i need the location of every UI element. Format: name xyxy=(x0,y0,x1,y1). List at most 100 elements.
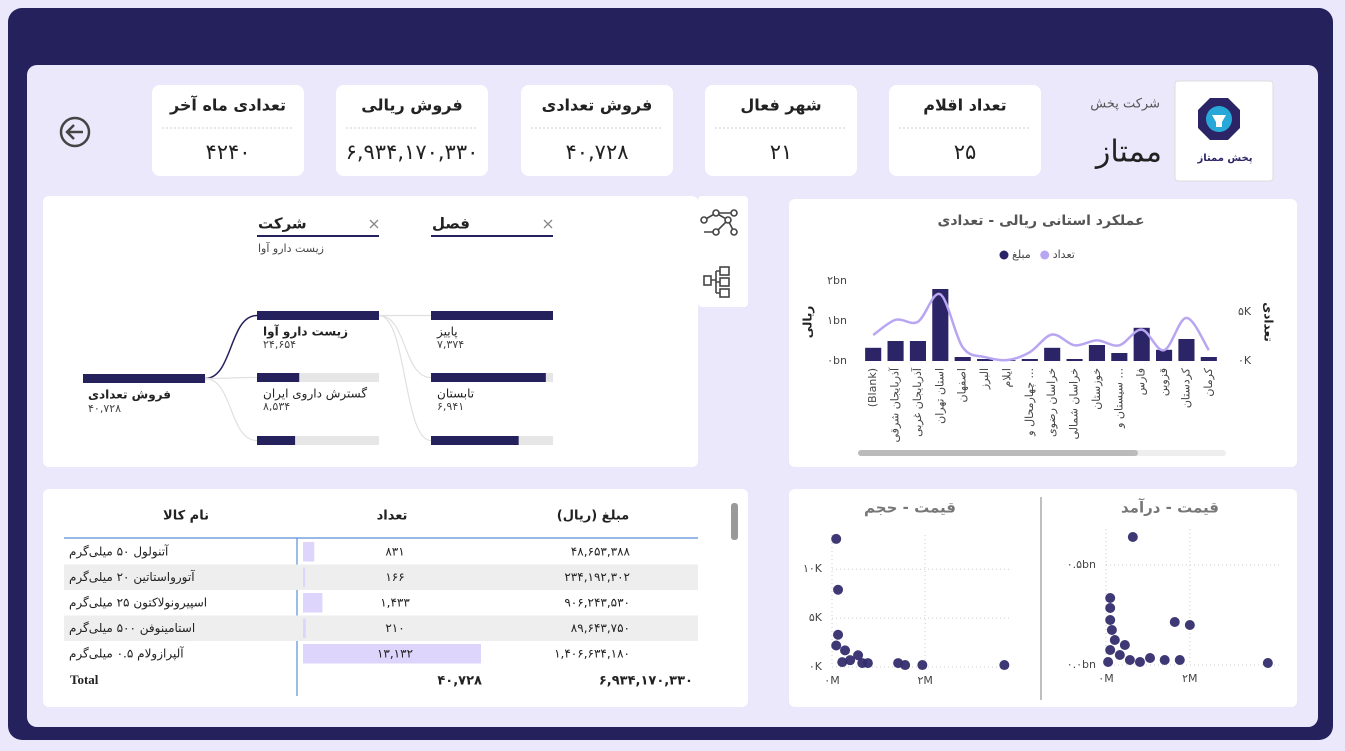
tool-lines[interactable] xyxy=(711,270,720,294)
table-total-amount: ۶,۹۳۴,۱۷۰,۳۳۰ xyxy=(599,674,693,689)
scatter-point xyxy=(833,584,844,595)
x-tick-label: کردستان xyxy=(1179,367,1192,408)
tree-bar-track xyxy=(257,436,379,445)
kpi-card xyxy=(152,85,304,176)
kpi-title: شهر فعال xyxy=(740,96,821,115)
y2-axis-title: تعدادی xyxy=(1262,302,1276,341)
bar xyxy=(1133,327,1150,361)
chart-title: عملکرد استانی ریالی - تعدادی xyxy=(937,213,1144,229)
tree-level-title: فصل xyxy=(432,215,470,233)
y-tick-label: ۲bn xyxy=(827,274,847,287)
data-bar xyxy=(303,567,306,587)
bar xyxy=(1156,349,1173,361)
table-header: نام کالا xyxy=(163,509,209,524)
line xyxy=(872,292,1210,362)
table-cell-amount: ۴۸,۶۵۳,۳۸۸ xyxy=(571,544,631,558)
chart-title: قیمت - درآمد xyxy=(1121,499,1219,517)
back-circle[interactable] xyxy=(59,116,91,148)
tree-level-filter: زیست دارو آوا xyxy=(258,241,324,255)
table-row-bg xyxy=(64,564,698,590)
scatter-point xyxy=(845,655,856,666)
y-tick-label: ۱bn xyxy=(827,314,847,327)
tool-node[interactable] xyxy=(712,228,720,236)
x-tick-label: (Blank) xyxy=(866,368,879,407)
x-tick-label: ۲M xyxy=(917,674,932,687)
scatter-point xyxy=(831,640,842,651)
tree-value: ۲۴,۶۵۴ xyxy=(263,338,296,351)
tree-bar xyxy=(431,373,546,382)
kpi-value: ۲۵ xyxy=(954,140,977,164)
tree-connector xyxy=(204,376,258,380)
tool-node[interactable] xyxy=(730,228,738,236)
scrollbar-thumb xyxy=(858,450,1138,456)
table-cell-count: ۱۳,۱۳۲ xyxy=(377,646,413,660)
kpi-value: ۴۲۴۰ xyxy=(205,140,250,164)
tool-node[interactable] xyxy=(724,216,732,224)
table-header: مبلغ (ریال) xyxy=(557,509,629,524)
x-tick-label: آذربایجان غربی xyxy=(910,367,924,437)
tree-bar xyxy=(257,311,379,320)
scatter-point xyxy=(1124,655,1135,665)
x-tick-label: سیستان و ... xyxy=(1112,368,1125,429)
y-tick-label: ۰bn xyxy=(827,354,847,367)
legend-label: مبلغ xyxy=(1012,248,1031,261)
bar xyxy=(932,289,949,361)
tree-connector xyxy=(204,314,258,380)
tree-connector xyxy=(378,314,432,442)
tree-bar xyxy=(431,436,519,445)
legend-marker xyxy=(999,250,1009,260)
y-tick-label: ۵K xyxy=(809,611,823,624)
tree-tool-icon[interactable] xyxy=(700,209,738,236)
tree-value: ۴۰,۷۲۸ xyxy=(88,402,121,415)
scatter-point xyxy=(1114,650,1125,660)
table-cell-count: ۲۱۰ xyxy=(385,621,404,635)
table-cell-name: اسپیرونولاکتون ۲۵ میلی‌گرم xyxy=(69,595,207,610)
table-total-label: Total xyxy=(70,672,99,687)
kpi-title: فروش ریالی xyxy=(361,96,462,115)
company-name: ممتاز xyxy=(1094,135,1162,170)
tree-bar xyxy=(431,311,553,320)
data-bar xyxy=(303,618,306,638)
table-cell-amount: ۱,۴۰۶,۶۳۴,۱۸۰ xyxy=(554,646,630,660)
scatter-point xyxy=(1105,645,1116,655)
tree-label: فروش تعدادی xyxy=(88,388,171,403)
bar xyxy=(887,341,904,361)
tree-level-close xyxy=(543,219,553,229)
bar xyxy=(1021,359,1038,361)
kpi-title: فروش تعدادی xyxy=(542,96,653,115)
tool-node[interactable] xyxy=(712,209,720,217)
bar xyxy=(865,347,882,361)
table-cell-amount: ۲۳۴,۱۹۲,۳۰۲ xyxy=(564,570,630,584)
bar xyxy=(1088,345,1105,361)
table-cell-name: آتورواستاتین ۲۰ میلی‌گرم xyxy=(69,569,195,585)
y2-tick-label: ۵K xyxy=(1238,305,1252,318)
table-scrollbar[interactable] xyxy=(731,503,738,540)
table-cell-name: آتنولول ۵۰ میلی‌گرم xyxy=(69,543,169,559)
data-bar xyxy=(303,644,481,664)
y2-tick-label: ۰K xyxy=(1238,354,1252,367)
scatter-point xyxy=(1174,655,1185,665)
tool-node[interactable] xyxy=(700,216,708,224)
x-tick-label: چهارمحال و ... xyxy=(1023,368,1036,437)
tree-connector xyxy=(204,377,258,442)
scatter-point xyxy=(853,650,864,661)
scatter-point xyxy=(917,660,928,671)
table-header: تعداد xyxy=(377,509,408,524)
tree-label: زیست دارو آوا xyxy=(263,324,348,340)
scatter-point xyxy=(1109,635,1120,645)
tree-bar xyxy=(257,373,300,382)
back-button[interactable] xyxy=(59,116,91,148)
x-tick-label: استان تهران xyxy=(933,368,946,424)
y-tick-label: ۰K xyxy=(809,660,823,673)
kpi-card xyxy=(705,85,857,176)
back-arrow[interactable] xyxy=(65,124,83,140)
table-row-bg xyxy=(64,615,698,641)
scatter-point xyxy=(1134,657,1145,667)
tool-node[interactable] xyxy=(730,209,738,217)
tree-tool-icon[interactable] xyxy=(703,266,730,298)
x-tick-label: خراسان رضوی xyxy=(1045,368,1058,437)
y-axis-title: ریالی xyxy=(801,306,815,339)
scatter-panel xyxy=(789,489,1297,707)
tree-value: ۷,۳۷۴ xyxy=(437,338,464,351)
